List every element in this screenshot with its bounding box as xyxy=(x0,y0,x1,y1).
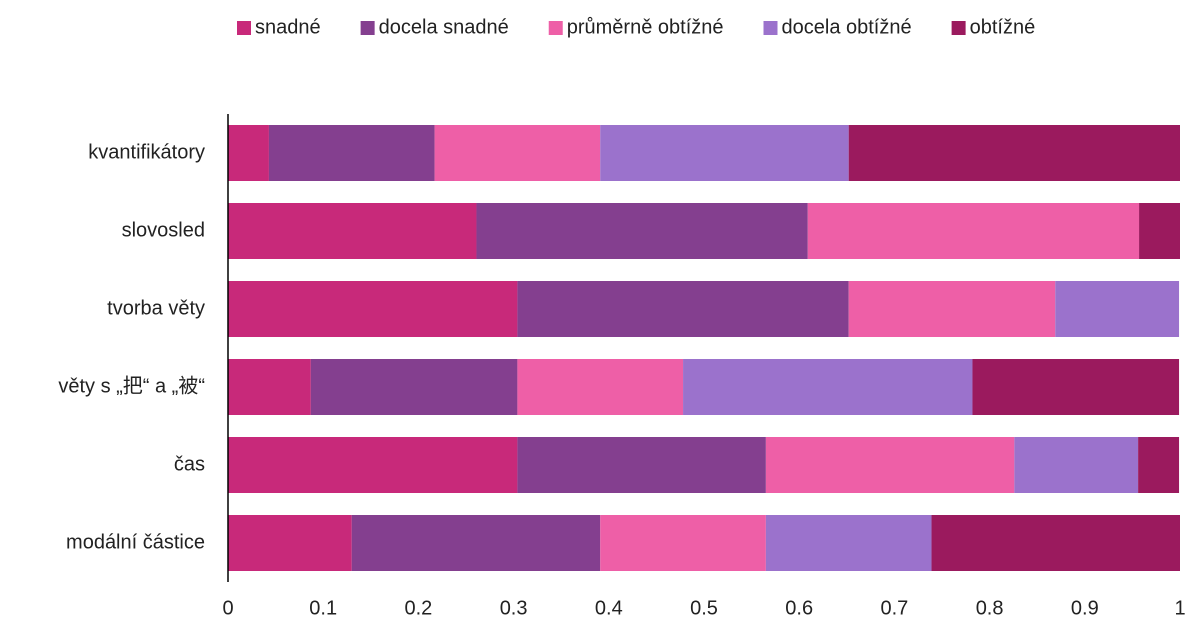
y-tick-label: kvantifikátory xyxy=(88,141,205,163)
bar-segment xyxy=(310,359,518,415)
x-tick-label: 0.4 xyxy=(595,597,623,619)
bar-segment xyxy=(517,437,766,493)
legend-label: docela obtížné xyxy=(782,16,912,38)
y-tick-label: věty s „把“ a „被“ xyxy=(58,374,205,397)
bar-segment xyxy=(848,125,1180,181)
bar-segment xyxy=(1139,203,1180,259)
legend-swatch xyxy=(763,21,778,35)
bar-segment xyxy=(972,359,1180,415)
legend-swatch xyxy=(237,21,251,35)
x-tick-label: 0 xyxy=(222,597,233,619)
bar-segment xyxy=(228,203,477,259)
x-tick-label: 0.6 xyxy=(785,597,813,619)
bar-segment xyxy=(517,359,684,415)
bar-segment xyxy=(600,125,849,181)
legend-swatch xyxy=(951,21,966,35)
bar-segment xyxy=(1055,281,1180,337)
x-tick-label: 0.1 xyxy=(309,597,337,619)
bar-segment xyxy=(434,125,601,181)
x-tick-label: 0.3 xyxy=(500,597,528,619)
y-tick-label: čas xyxy=(174,453,205,475)
bar-segment xyxy=(268,125,435,181)
bar-segment xyxy=(476,203,808,259)
bar-segment xyxy=(1014,437,1139,493)
legend-label: obtížné xyxy=(970,16,1036,38)
bar-segment xyxy=(1138,437,1180,493)
y-tick-label: slovosled xyxy=(122,219,205,241)
bar-segment xyxy=(683,359,973,415)
bar-segment xyxy=(228,515,352,571)
bar-segment xyxy=(517,281,849,337)
legend-label: průměrně obtížné xyxy=(567,16,724,38)
x-tick-label: 1 xyxy=(1174,597,1185,619)
y-tick-label: tvorba věty xyxy=(107,297,205,319)
bar-segment xyxy=(600,515,766,571)
bar-segment xyxy=(351,515,601,571)
legend-swatch xyxy=(548,21,563,35)
bar-segment xyxy=(807,203,1140,259)
bar-segment xyxy=(228,125,269,181)
legend-swatch xyxy=(360,21,375,35)
bar-segment xyxy=(931,515,1180,571)
x-tick-label: 0.9 xyxy=(1071,597,1099,619)
y-tick-label: modální částice xyxy=(66,531,205,553)
bar-segment xyxy=(848,281,1056,337)
bar-segment xyxy=(228,437,518,493)
x-tick-label: 0.8 xyxy=(976,597,1004,619)
legend-label: snadné xyxy=(255,16,321,38)
bar-segment xyxy=(228,359,311,415)
bar-segment xyxy=(228,281,518,337)
bar-segment xyxy=(765,515,932,571)
bar-segment xyxy=(765,437,1015,493)
x-tick-label: 0.2 xyxy=(404,597,432,619)
x-tick-label: 0.5 xyxy=(690,597,718,619)
x-tick-label: 0.7 xyxy=(880,597,908,619)
legend-label: docela snadné xyxy=(379,16,509,38)
